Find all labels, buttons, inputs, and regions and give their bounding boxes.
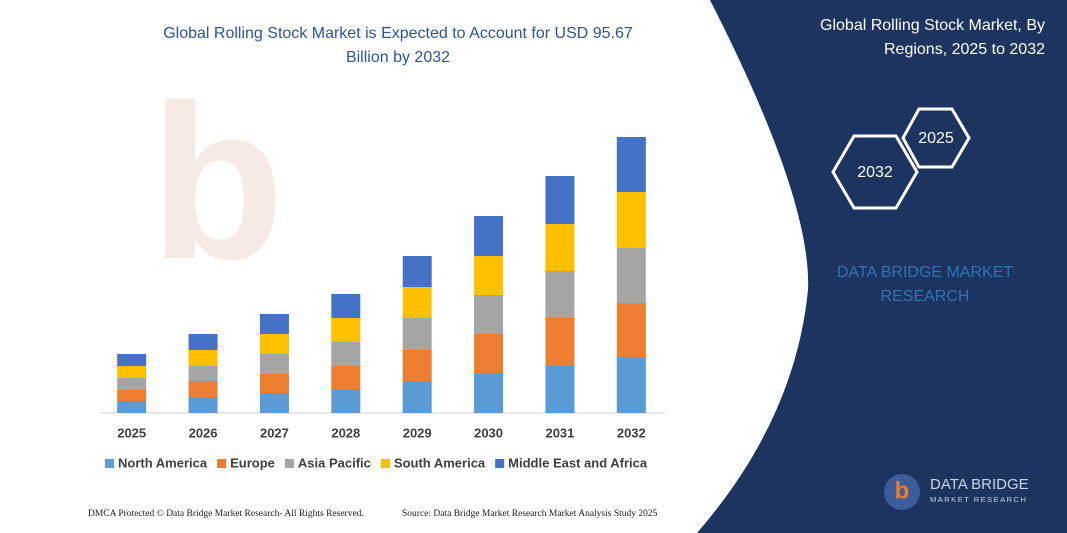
x-tick-label: 2029 xyxy=(403,425,432,440)
bar-segment xyxy=(331,294,361,318)
legend-swatch xyxy=(284,459,294,468)
hexagon xyxy=(901,107,971,169)
bar-segment xyxy=(474,374,504,413)
bar-segment xyxy=(188,366,218,381)
footer-text: DMCA Protected © Data Bridge Market Rese… xyxy=(88,508,364,519)
bar-segment xyxy=(259,314,289,334)
bar-segment xyxy=(474,334,504,374)
bar-segment xyxy=(402,350,432,381)
bar-segment xyxy=(259,334,289,354)
bar-segment xyxy=(188,334,218,350)
bar-segment xyxy=(117,366,147,378)
bar-segment xyxy=(616,137,646,192)
logo-name: DATA BRIDGE xyxy=(930,476,1029,493)
brand-text: DATA BRIDGE MARKET xyxy=(837,264,1014,281)
x-tick-label: 2030 xyxy=(474,425,503,440)
legend-label: Europe xyxy=(230,455,275,470)
bar-segment xyxy=(545,224,575,271)
x-tick-label: 2027 xyxy=(260,425,289,440)
chart-title: Global Rolling Stock Market is Expected … xyxy=(163,25,633,42)
bar-segment xyxy=(331,366,361,389)
bar-segment xyxy=(402,318,432,350)
x-tick-label: 2028 xyxy=(331,425,360,440)
hexagon xyxy=(831,134,919,210)
bar-segment xyxy=(616,358,646,413)
bar-segment xyxy=(259,354,289,374)
bar-segment xyxy=(331,318,361,342)
legend-swatch xyxy=(105,459,114,468)
chart-title: Billion by 2032 xyxy=(346,49,450,66)
bar-segment xyxy=(474,295,504,334)
x-tick-label: 2026 xyxy=(189,425,218,440)
bar-segment xyxy=(474,216,504,256)
panel-title: Global Rolling Stock Market, By xyxy=(820,17,1045,34)
bar-segment xyxy=(545,318,575,366)
x-tick-label: 2031 xyxy=(545,425,574,440)
watermark: b xyxy=(150,59,284,305)
bar-segment xyxy=(117,378,147,390)
bar-segment xyxy=(117,354,147,366)
bar-segment xyxy=(259,393,289,413)
legend-swatch xyxy=(380,459,390,468)
legend-label: Asia Pacific xyxy=(298,455,371,470)
bar-segment xyxy=(188,397,218,413)
bar-segment xyxy=(117,390,147,401)
bar-segment xyxy=(474,256,504,295)
bar-segment xyxy=(188,381,218,397)
bar-segment xyxy=(545,176,575,224)
x-tick-label: 2032 xyxy=(617,425,646,440)
panel-title: Regions, 2025 to 2032 xyxy=(884,41,1045,58)
brand-text: RESEARCH xyxy=(881,288,970,305)
side-panel xyxy=(697,0,1067,533)
bar-segment xyxy=(331,342,361,366)
logo-icon: b xyxy=(895,477,910,504)
bar-segment xyxy=(616,192,646,248)
bar-segment xyxy=(188,350,218,366)
bar-segment xyxy=(331,389,361,413)
bar-segment xyxy=(616,248,646,303)
bar-segment xyxy=(259,374,289,393)
hexagon-label: 2025 xyxy=(918,130,954,147)
bar-segment xyxy=(545,366,575,413)
logo-icon xyxy=(884,474,920,510)
hexagon-label: 2032 xyxy=(857,164,893,181)
logo-sub: MARKET RESEARCH xyxy=(930,495,1027,504)
bar-segment xyxy=(117,401,147,413)
legend-swatch xyxy=(217,459,227,468)
legend-label: North America xyxy=(118,455,208,470)
x-tick-label: 2025 xyxy=(117,425,146,440)
bar-segment xyxy=(616,303,646,358)
legend-label: Middle East and Africa xyxy=(508,455,648,470)
bar-segment xyxy=(402,381,432,413)
legend-label: South America xyxy=(394,455,486,470)
bar-segment xyxy=(402,256,432,287)
legend-swatch xyxy=(495,459,505,468)
footer-text: Source: Data Bridge Market Research Mark… xyxy=(402,509,658,519)
bar-segment xyxy=(402,287,432,318)
bar-segment xyxy=(545,271,575,318)
